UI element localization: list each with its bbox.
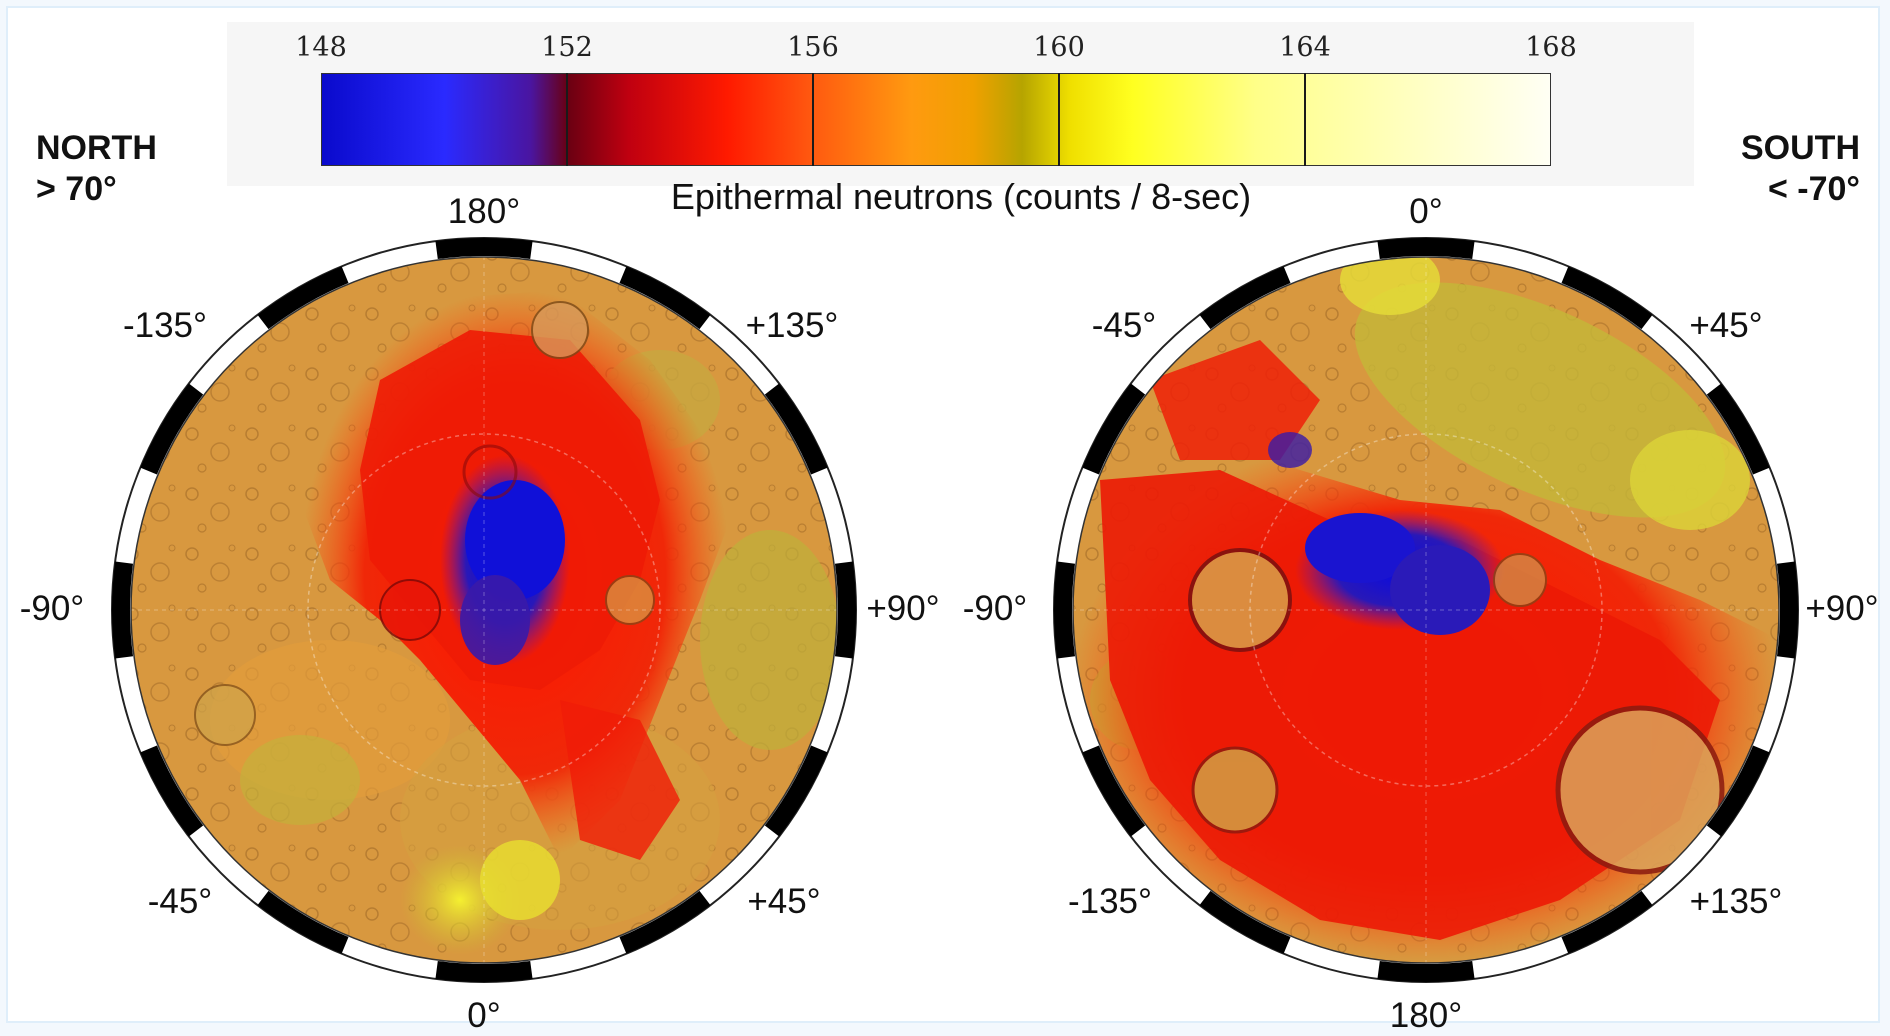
- graduation-segment: [1054, 561, 1076, 659]
- graduation-segment: [140, 383, 204, 475]
- north-graduation-ring: [111, 238, 857, 982]
- graduation-segment: [1706, 745, 1770, 837]
- graduation-segment: [1082, 383, 1146, 475]
- graduation-segment: [257, 890, 349, 954]
- south-label-left: -90°: [962, 589, 1028, 628]
- north-label-top-left: -135°: [122, 306, 208, 345]
- graduation-segment: [1706, 383, 1770, 475]
- colorbar-tick-label: 156: [787, 32, 839, 63]
- colorbar-tick-line: [1304, 73, 1306, 166]
- graduation-segment: [1199, 266, 1291, 330]
- colorbar-tick-line: [1058, 73, 1060, 166]
- graduation-segment: [140, 745, 204, 837]
- north-title: NORTH > 70°: [36, 128, 157, 210]
- colorbar-title: Epithermal neutrons (counts / 8-sec): [670, 176, 1252, 217]
- colorbar-tick-label: 152: [541, 32, 593, 63]
- graduation-segment: [1082, 745, 1146, 837]
- north-label-bottom-left: -45°: [147, 882, 213, 921]
- colorbar-tick-label: 148: [295, 32, 347, 63]
- north-label-bottom: 0°: [467, 996, 501, 1035]
- graduation-segment: [435, 238, 533, 260]
- north-label-top: 180°: [447, 192, 521, 231]
- colorbar-tick-line: [812, 73, 814, 166]
- graduation-segment: [764, 745, 828, 837]
- south-label-bottom: 180°: [1389, 996, 1463, 1035]
- graduation-segment: [1199, 890, 1291, 954]
- south-label-right: +90°: [1805, 589, 1879, 628]
- graduation-segment: [619, 266, 711, 330]
- south-title-line2: < -70°: [1767, 170, 1860, 208]
- south-label-top: 0°: [1409, 192, 1443, 231]
- north-label-right: +90°: [866, 589, 940, 628]
- north-label-top-right: +135°: [745, 306, 839, 345]
- colorbar-tick-label: 168: [1525, 32, 1577, 63]
- north-title-line1: NORTH: [36, 129, 157, 167]
- south-label-top-left: -45°: [1091, 306, 1157, 345]
- colorbar-tick-line: [566, 73, 568, 166]
- colorbar-tick-label: 160: [1033, 32, 1085, 63]
- south-label-top-right: +45°: [1689, 306, 1763, 345]
- south-label-bottom-left: -135°: [1067, 882, 1153, 921]
- colorbar-tick-label: 164: [1279, 32, 1331, 63]
- graduation-segment: [1561, 890, 1653, 954]
- north-label-left: -90°: [19, 589, 85, 628]
- graduation-segment: [764, 383, 828, 475]
- graduation-segment: [1377, 960, 1475, 982]
- graduation-segment: [1561, 266, 1653, 330]
- north-label-bottom-right: +45°: [747, 882, 821, 921]
- south-title: SOUTH < -70°: [1741, 128, 1860, 210]
- graduation-segment: [111, 561, 134, 659]
- graduation-segment: [619, 890, 711, 954]
- north-polar-map: [111, 237, 857, 983]
- graduation-segment: [435, 960, 533, 982]
- graduation-segment: [834, 561, 857, 659]
- graduation-segment: [257, 266, 349, 330]
- south-graduation-ring: [1054, 238, 1799, 982]
- north-title-line2: > 70°: [36, 170, 117, 208]
- south-label-bottom-right: +135°: [1689, 882, 1783, 921]
- south-polar-map: [1053, 237, 1799, 983]
- colorbar: [321, 73, 1551, 166]
- graduation-segment: [1377, 238, 1475, 260]
- graduation-segment: [1776, 561, 1799, 659]
- south-title-line1: SOUTH: [1741, 129, 1860, 167]
